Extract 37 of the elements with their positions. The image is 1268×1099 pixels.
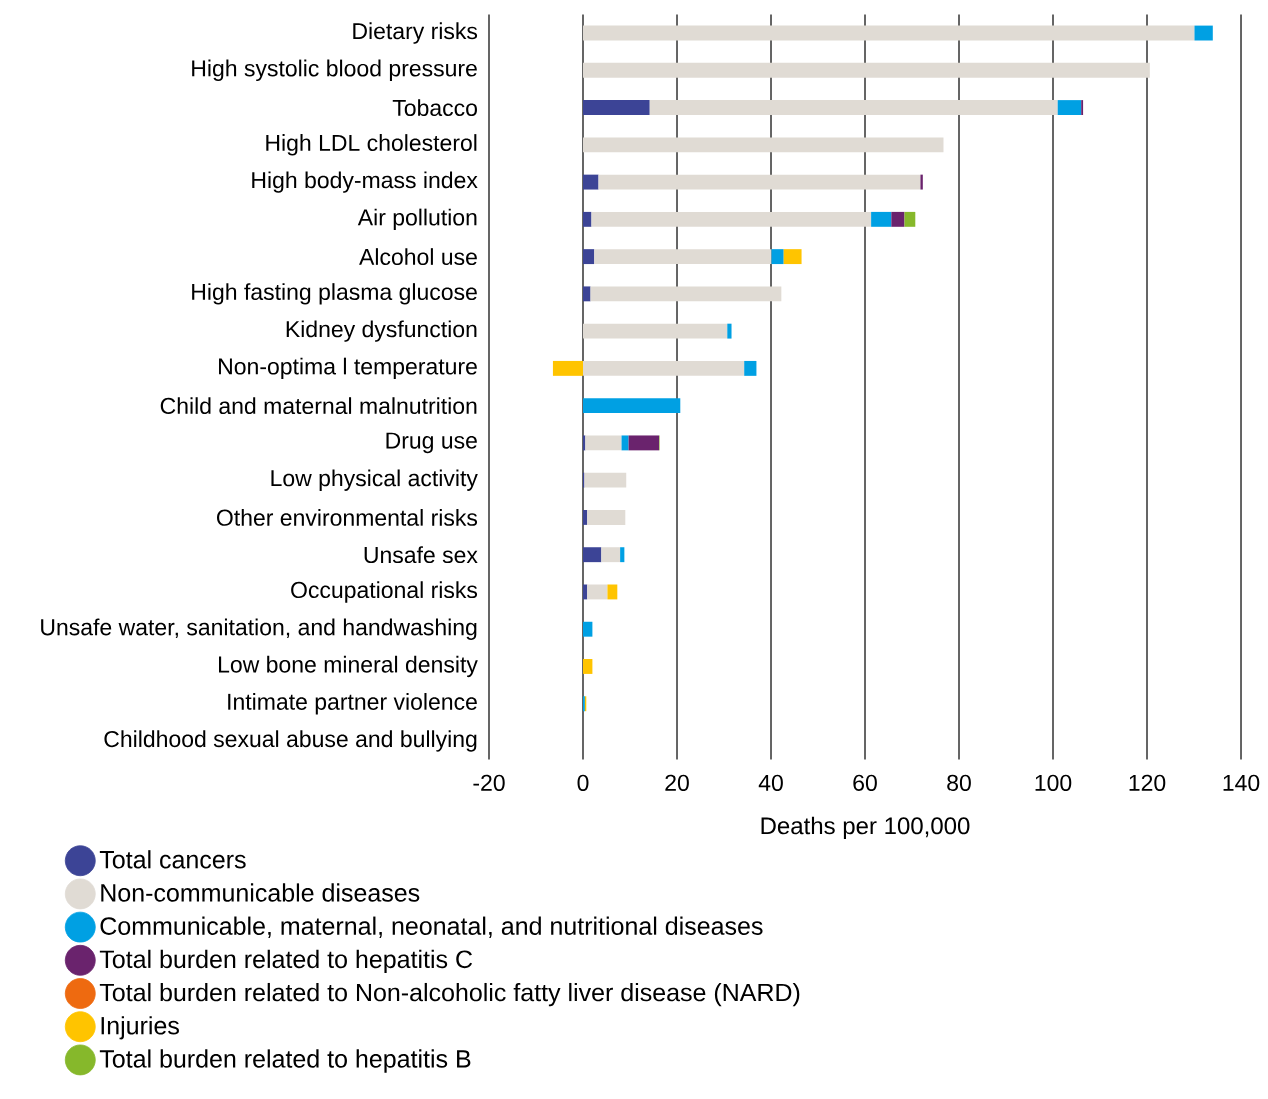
y-tick-label: Child and maternal malnutrition	[160, 397, 477, 415]
x-axis-title: Deaths per 100,000	[761, 816, 970, 840]
x-tick-label: 80	[947, 774, 971, 791]
y-tick-label: Kidney dysfunction	[286, 320, 477, 342]
y-tick-label: Tobacco	[392, 99, 477, 117]
y-tick-label: Unsafe water, sanitation, and handwashing	[41, 618, 477, 640]
y-tick-label: Drug use	[386, 432, 477, 454]
x-tick-label: 100	[1035, 774, 1072, 791]
y-tick-label: Dietary risks	[353, 22, 478, 44]
y-tick-label: Other environmental risks	[216, 509, 478, 526]
y-tick-label: Alcohol use	[359, 248, 477, 266]
legend-label: Total burden related to Non-alcoholic fatty liver disease (NARD)	[99, 982, 800, 1007]
y-tick-label: Air pollution	[357, 208, 477, 231]
y-tick-label: Low bone mineral density	[219, 655, 478, 678]
x-tick-label: -20	[473, 774, 505, 791]
y-tick-label: Non-optima l temperature	[219, 357, 477, 380]
y-tick-label: Intimate partner violence	[228, 693, 477, 715]
x-tick-label: 120	[1129, 774, 1166, 791]
y-tick-label: Childhood sexual abuse and bullying	[104, 730, 477, 752]
legend-label: Communicable, maternal, neonatal, and nutritional diseases	[100, 916, 763, 938]
y-tick-label: Unsafe sex	[364, 546, 478, 564]
y-tick-label: Low physical activity	[271, 469, 478, 491]
x-tick-label: 40	[758, 774, 783, 791]
x-tick-label: 60	[853, 774, 877, 791]
y-tick-label: High body-mass index	[252, 171, 478, 193]
y-tick-label: High fasting plasma glucose	[192, 283, 477, 305]
x-tick-label: 140	[1223, 774, 1260, 791]
legend-label: Non-communicable diseases	[101, 883, 420, 902]
legend-label: Injuries	[101, 1016, 179, 1040]
y-tick-label: Occupational risks	[291, 581, 478, 603]
y-tick-label: High LDL cholesterol	[266, 134, 477, 156]
legend-label: Total burden related to hepatitis B	[99, 1049, 471, 1073]
legend-label: Total burden related to hepatitis C	[99, 949, 473, 974]
y-tick-label: High systolic blood pressure	[192, 59, 477, 82]
x-tick-label: 20	[665, 774, 689, 791]
x-tick-label: 0	[577, 774, 589, 791]
legend-label: Total cancers	[99, 850, 246, 869]
